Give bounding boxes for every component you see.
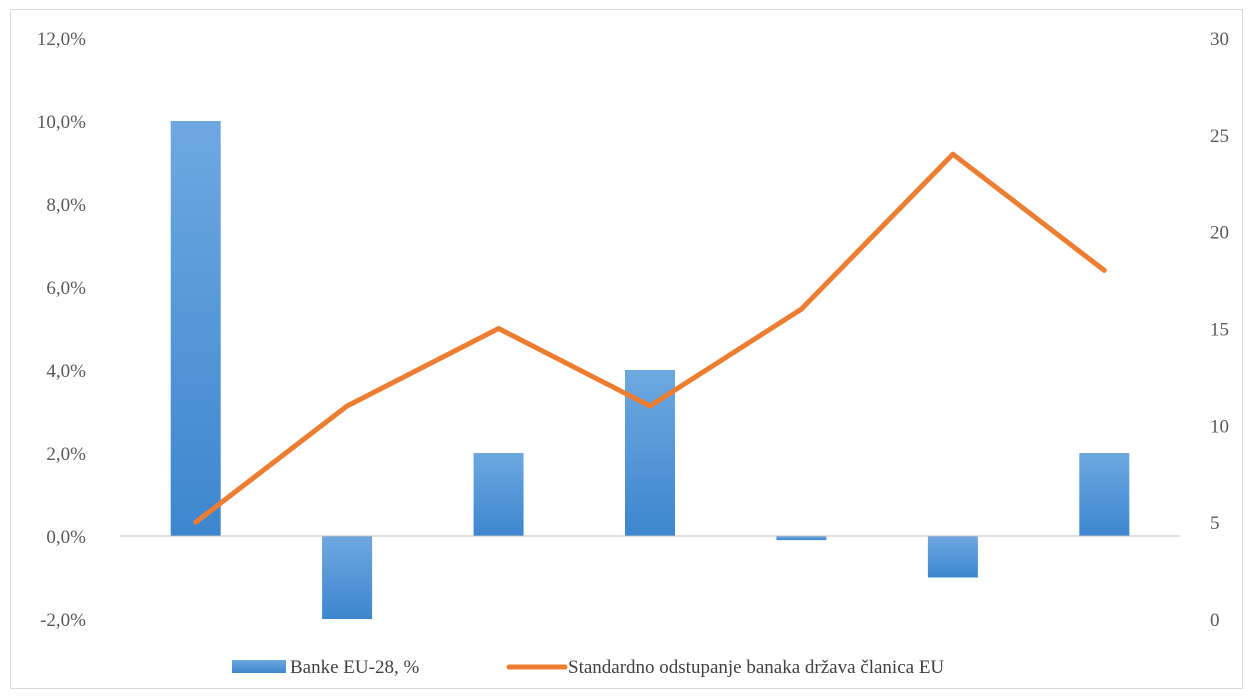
right-tick-label: 5 xyxy=(1210,513,1220,534)
left-tick-label: 0,0% xyxy=(46,527,86,548)
bar-5 xyxy=(776,536,827,541)
left-tick-label: 8,0% xyxy=(46,195,86,216)
left-tick-label: 10,0% xyxy=(37,112,86,133)
bar-3 xyxy=(473,453,524,536)
bar-2 xyxy=(322,536,373,619)
right-tick-label: 10 xyxy=(1210,416,1229,437)
bars-layer xyxy=(170,121,1130,619)
legend-label-line: Standardno odstupanje banaka država član… xyxy=(568,657,944,678)
left-tick-label: 2,0% xyxy=(46,444,86,465)
legend-label-bar: Banke EU-28, % xyxy=(290,657,419,678)
legend-swatch-bar xyxy=(232,660,286,673)
right-tick-label: 20 xyxy=(1210,223,1229,244)
right-axis-ticks: 0 5 10 15 20 25 30 xyxy=(1210,29,1229,631)
right-tick-label: 0 xyxy=(1210,610,1220,631)
legend: Banke EU-28, % Standardno odstupanje ban… xyxy=(232,657,944,678)
left-tick-label: 4,0% xyxy=(46,361,86,382)
bar-1 xyxy=(170,121,221,536)
left-axis-ticks: -2,0% 0,0% 2,0% 4,0% 6,0% 8,0% 10,0% 12,0% xyxy=(37,29,86,631)
bar-6 xyxy=(927,536,978,578)
right-tick-label: 30 xyxy=(1210,29,1229,50)
left-tick-label: 12,0% xyxy=(37,29,86,50)
right-tick-label: 25 xyxy=(1210,126,1229,147)
right-tick-label: 15 xyxy=(1210,320,1229,341)
bar-7 xyxy=(1079,453,1130,536)
left-tick-label: -2,0% xyxy=(40,610,86,631)
line-layer xyxy=(193,151,1107,525)
left-tick-label: 6,0% xyxy=(46,278,86,299)
